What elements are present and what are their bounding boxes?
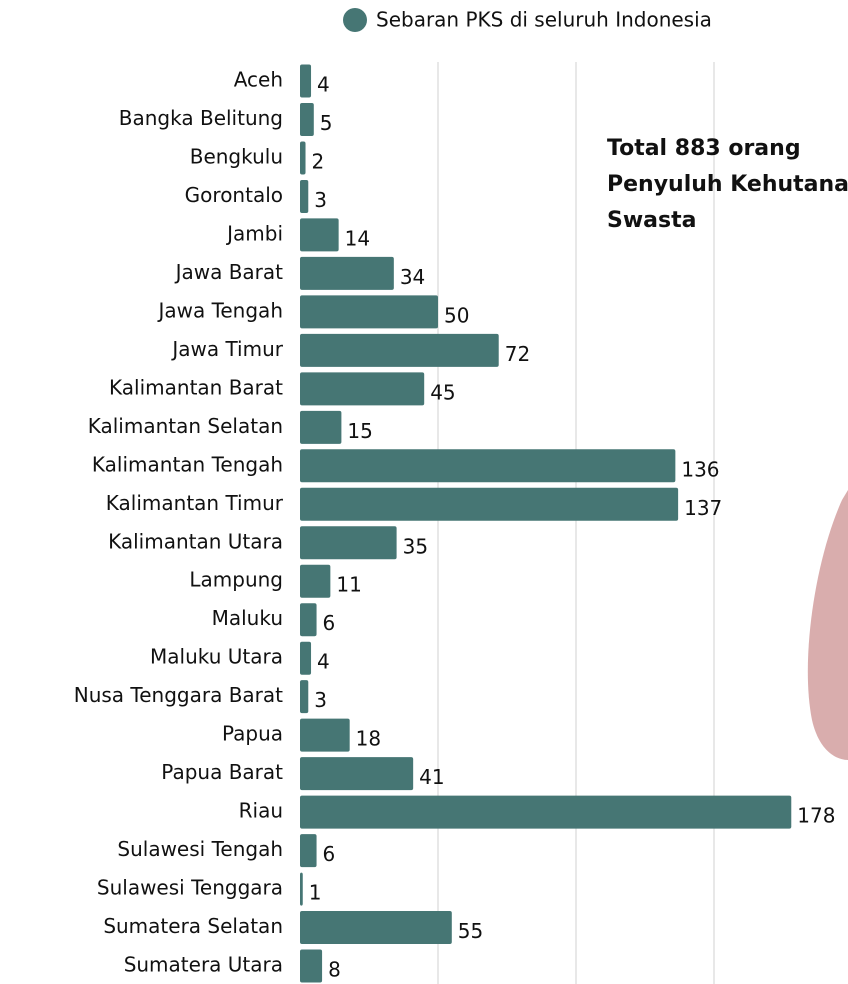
- y-tick-label: Kalimantan Barat: [109, 375, 283, 399]
- value-label: 72: [505, 342, 530, 366]
- value-label: 45: [430, 380, 455, 404]
- y-tick-label: Riau: [239, 799, 283, 823]
- y-tick-label: Sumatera Utara: [124, 953, 283, 977]
- y-tick-label: Kalimantan Selatan: [88, 414, 283, 438]
- y-tick-label: Kalimantan Utara: [108, 529, 283, 553]
- y-tick-label: Sulawesi Tengah: [117, 837, 283, 861]
- value-label: 55: [458, 919, 483, 943]
- bar: [300, 257, 394, 290]
- bar: [300, 950, 322, 983]
- y-tick-label: Jawa Tengah: [156, 298, 283, 322]
- y-tick-label: Jambi: [225, 221, 283, 245]
- bar: [300, 295, 438, 328]
- value-label: 1: [309, 881, 322, 905]
- value-label: 4: [317, 650, 330, 674]
- y-tick-label: Bangka Belitung: [119, 106, 283, 130]
- y-tick-label: Papua: [222, 722, 283, 746]
- bar: [300, 565, 330, 598]
- value-label: 3: [314, 188, 327, 212]
- bar: [300, 680, 308, 713]
- y-tick-label: Jawa Barat: [174, 260, 284, 284]
- bar: [300, 834, 317, 867]
- bar: [300, 372, 424, 405]
- y-tick-label: Kalimantan Timur: [106, 491, 284, 515]
- y-tick-label: Sumatera Selatan: [103, 914, 283, 938]
- value-label: 14: [345, 226, 370, 250]
- annotation: Penyuluh Kehutanan: [607, 172, 848, 197]
- decoration: [808, 490, 848, 760]
- bar: [300, 873, 303, 906]
- value-label: 18: [356, 727, 381, 751]
- y-tick-label: Papua Barat: [161, 760, 283, 784]
- y-tick-label: Bengkulu: [190, 144, 283, 168]
- bar: [300, 449, 675, 482]
- value-label: 15: [347, 419, 372, 443]
- annotation: Total 883 orang: [607, 136, 801, 161]
- y-tick-label: Lampung: [189, 568, 283, 592]
- y-tick-label: Aceh: [234, 68, 283, 92]
- value-label: 50: [444, 303, 469, 327]
- value-label: 6: [323, 611, 336, 635]
- y-tick-label: Maluku: [212, 606, 283, 630]
- value-label: 4: [317, 73, 330, 97]
- y-tick-label: Sulawesi Tenggara: [97, 876, 283, 900]
- bar: [300, 103, 314, 136]
- bar: [300, 757, 413, 790]
- bar: [300, 65, 311, 98]
- value-label: 3: [314, 688, 327, 712]
- bar: [300, 911, 452, 944]
- bar: [300, 488, 678, 521]
- value-label: 34: [400, 265, 425, 289]
- y-tick-label: Jawa Timur: [170, 337, 283, 361]
- bar: [300, 642, 311, 675]
- bar: [300, 141, 306, 174]
- bar: [300, 719, 350, 752]
- value-label: 8: [328, 958, 341, 982]
- annotation: Swasta: [607, 208, 696, 233]
- legend-swatch: [343, 8, 367, 32]
- bar: [300, 334, 499, 367]
- value-label: 35: [403, 534, 428, 558]
- value-label: 136: [681, 457, 719, 481]
- legend-label: Sebaran PKS di seluruh Indonesia: [376, 8, 712, 32]
- y-tick-label: Nusa Tenggara Barat: [74, 683, 283, 707]
- y-tick-label: Kalimantan Tengah: [92, 452, 283, 476]
- value-label: 5: [320, 111, 333, 135]
- bar: [300, 180, 308, 213]
- value-label: 6: [323, 842, 336, 866]
- bar: [300, 603, 317, 636]
- bar: [300, 411, 341, 444]
- bar: [300, 218, 339, 251]
- value-label: 11: [336, 573, 361, 597]
- y-tick-label: Maluku Utara: [150, 645, 283, 669]
- value-label: 41: [419, 765, 444, 789]
- bar: [300, 796, 791, 829]
- value-label: 2: [312, 149, 325, 173]
- bar: [300, 526, 397, 559]
- chart: Sebaran PKS di seluruh Indonesia Total 8…: [0, 0, 848, 984]
- value-label: 137: [684, 496, 722, 520]
- y-tick-label: Gorontalo: [185, 183, 283, 207]
- value-label: 178: [797, 804, 835, 828]
